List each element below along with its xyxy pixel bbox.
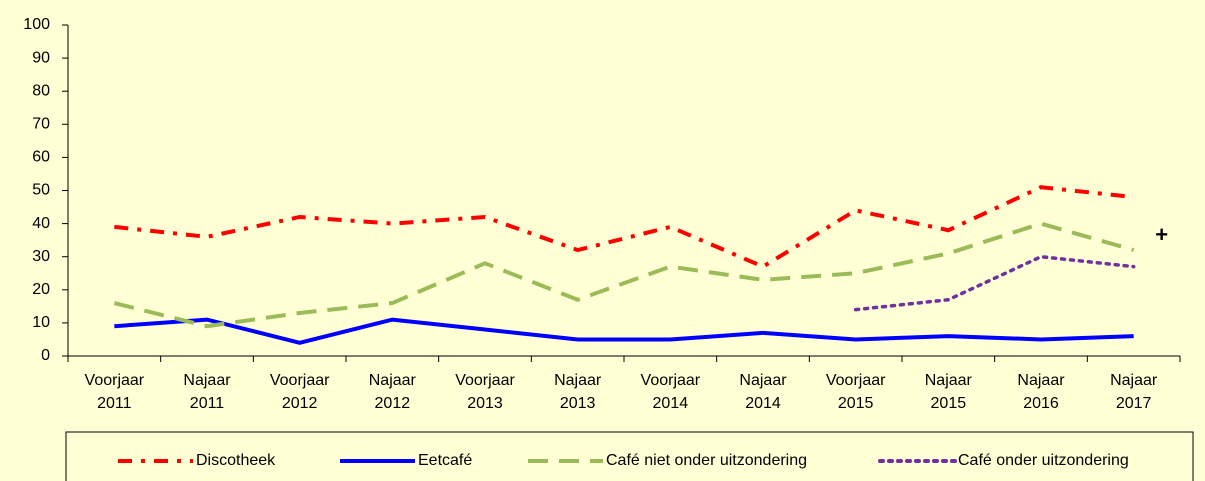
- y-tick-label: 10: [32, 314, 50, 331]
- legend-label: Café niet onder uitzondering: [606, 452, 807, 469]
- x-tick-label: 2016: [1023, 395, 1059, 412]
- y-tick-label: 20: [32, 281, 50, 298]
- x-tick-label: 2011: [97, 395, 132, 412]
- x-tick-label: Najaar: [183, 372, 231, 389]
- annotation: +: [1155, 222, 1168, 247]
- x-tick-label: Voorjaar: [641, 372, 701, 389]
- y-tick-label: 30: [32, 248, 50, 265]
- x-tick-label: 2015: [838, 395, 874, 412]
- legend-label: Café onder uitzondering: [958, 452, 1129, 469]
- x-tick-label: 2015: [931, 395, 967, 412]
- x-tick-label: Najaar: [369, 372, 417, 389]
- x-tick-label: Najaar: [739, 372, 787, 389]
- series-line: [114, 317, 1134, 345]
- series-line: [853, 254, 1136, 312]
- x-tick-label: Voorjaar: [455, 372, 515, 389]
- x-tick-label: 2012: [282, 395, 318, 412]
- legend-box: [65, 431, 1194, 481]
- series-line: [114, 185, 1134, 269]
- x-tick-label: Najaar: [554, 372, 602, 389]
- y-tick-label: 50: [32, 182, 50, 199]
- x-tick-label: 2013: [560, 395, 596, 412]
- x-tick-label: Voorjaar: [826, 372, 886, 389]
- x-tick-label: 2017: [1116, 395, 1152, 412]
- x-tick-label: Najaar: [925, 372, 973, 389]
- y-tick-label: 40: [32, 215, 50, 232]
- series-line: [113, 221, 1135, 329]
- y-tick-label: 80: [32, 82, 50, 99]
- x-tick-label: 2011: [190, 395, 225, 412]
- legend-label: Discotheek: [196, 452, 276, 469]
- y-tick-label: 100: [23, 16, 50, 33]
- x-tick-label: 2012: [375, 395, 411, 412]
- x-tick-label: 2013: [467, 395, 503, 412]
- y-tick-label: 70: [32, 116, 50, 133]
- x-tick-label: Voorjaar: [85, 372, 145, 389]
- x-tick-label: Voorjaar: [270, 372, 330, 389]
- y-tick-label: 90: [32, 49, 50, 66]
- x-tick-label: Najaar: [1110, 372, 1158, 389]
- y-tick-label: 0: [41, 347, 50, 364]
- x-tick-label: 2014: [745, 395, 781, 412]
- legend-label: Eetcafé: [418, 452, 472, 469]
- x-tick-label: 2014: [653, 395, 689, 412]
- y-tick-label: 60: [32, 149, 50, 166]
- x-tick-label: Najaar: [1017, 372, 1065, 389]
